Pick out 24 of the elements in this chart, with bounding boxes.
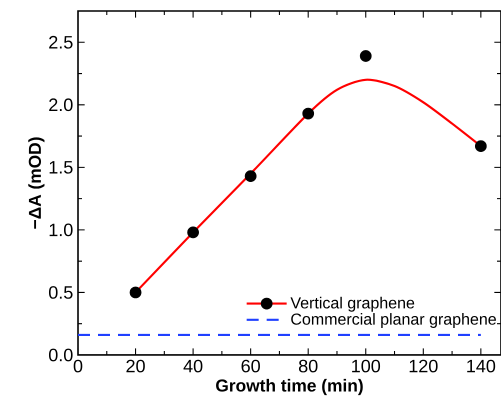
point [187, 226, 199, 238]
y-tick-label: 2.0 [49, 98, 73, 112]
y-axis-title: −ΔA (mOD) [28, 137, 44, 229]
point [474, 140, 487, 152]
x-tick-label: 60 [242, 360, 260, 372]
legend-label: Vertical graphene [290, 296, 414, 312]
x-tick-label: 80 [298, 360, 318, 372]
legend-label: Commercial planar graphene [291, 313, 496, 328]
point [360, 50, 372, 62]
y-tick-label: 0.5 [48, 286, 73, 299]
y-tick-label: 1.5 [50, 161, 73, 174]
x-tick-label: 100 [352, 360, 380, 372]
x-tick-label: 120 [410, 360, 438, 372]
point [244, 170, 257, 182]
y-tick-label: 0.0 [48, 348, 73, 362]
point [130, 286, 142, 298]
y-tick-label: 1.0 [50, 224, 73, 236]
point [302, 108, 314, 120]
x-tick-label: 0 [74, 360, 82, 372]
y-tick-label: 2.5 [49, 36, 73, 49]
x-axis-title: Growth time (min) [216, 378, 363, 396]
x-tick-label: 40 [184, 360, 202, 372]
x-tick-label: 20 [126, 360, 145, 372]
x-tick-label: 140 [467, 360, 496, 372]
